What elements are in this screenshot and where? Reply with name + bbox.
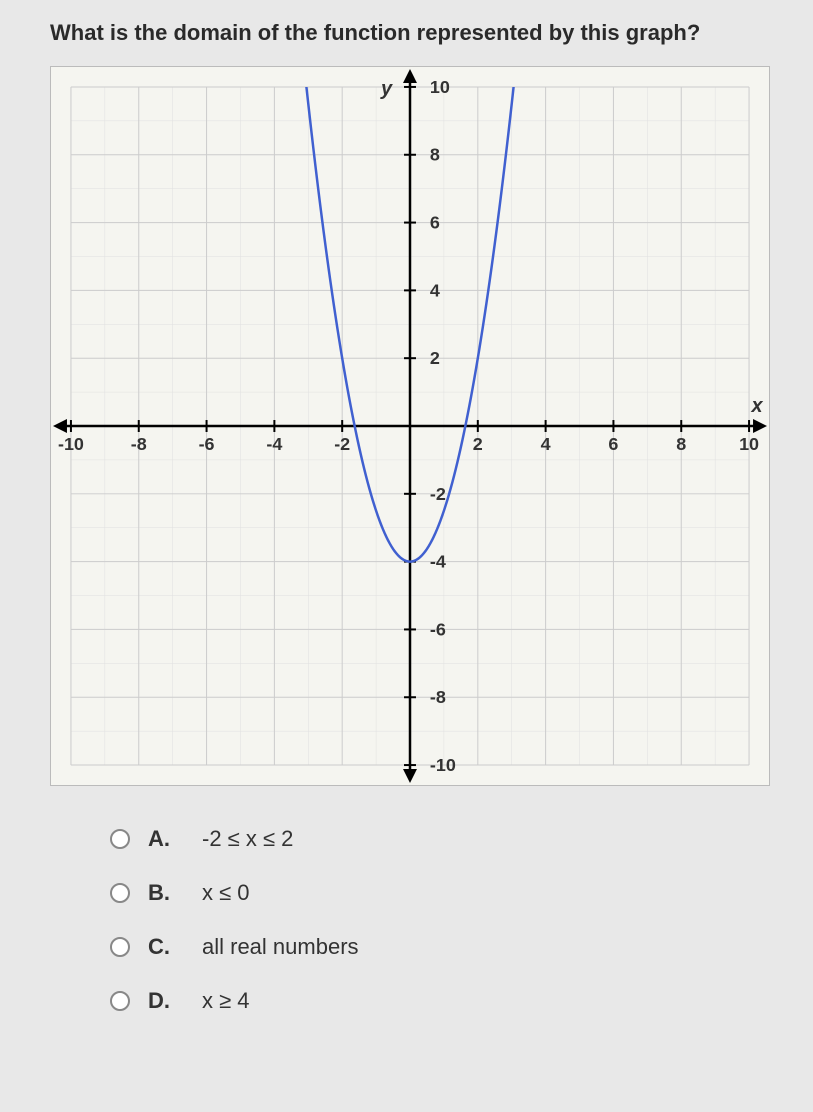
option-text: x ≥ 4 <box>202 988 250 1014</box>
radio-icon[interactable] <box>110 991 130 1011</box>
option-letter: D. <box>148 988 178 1014</box>
svg-text:2: 2 <box>430 348 440 368</box>
radio-icon[interactable] <box>110 829 130 849</box>
option-letter: B. <box>148 880 178 906</box>
svg-text:y: y <box>380 78 393 100</box>
option-b[interactable]: B. x ≤ 0 <box>110 880 783 906</box>
answer-options: A. -2 ≤ x ≤ 2 B. x ≤ 0 C. all real numbe… <box>110 826 783 1014</box>
svg-text:x: x <box>750 395 763 417</box>
option-d[interactable]: D. x ≥ 4 <box>110 988 783 1014</box>
svg-text:-8: -8 <box>131 434 147 454</box>
svg-text:-2: -2 <box>334 434 350 454</box>
svg-text:-8: -8 <box>430 687 446 707</box>
svg-text:10: 10 <box>430 77 450 97</box>
radio-icon[interactable] <box>110 883 130 903</box>
svg-text:6: 6 <box>608 434 618 454</box>
option-text: x ≤ 0 <box>202 880 250 906</box>
option-letter: A. <box>148 826 178 852</box>
svg-text:8: 8 <box>676 434 686 454</box>
option-text: -2 ≤ x ≤ 2 <box>202 826 293 852</box>
radio-icon[interactable] <box>110 937 130 957</box>
svg-text:6: 6 <box>430 213 440 233</box>
svg-text:-4: -4 <box>266 434 282 454</box>
option-letter: C. <box>148 934 178 960</box>
svg-text:-6: -6 <box>430 619 446 639</box>
svg-text:-6: -6 <box>199 434 215 454</box>
svg-text:-10: -10 <box>430 755 456 775</box>
svg-text:-2: -2 <box>430 484 446 504</box>
graph-container: -10 -8 -6 -4 -2 2 4 6 8 10 -10 -8 -6 -4 -2 2 4 6 8 10 y x <box>50 66 770 786</box>
graph-svg: -10 -8 -6 -4 -2 2 4 6 8 10 -10 -8 -6 -4 -2 2 4 6 8 10 y x <box>51 67 769 785</box>
svg-text:10: 10 <box>739 434 759 454</box>
svg-text:-4: -4 <box>430 552 446 572</box>
svg-text:8: 8 <box>430 145 440 165</box>
svg-text:4: 4 <box>541 434 551 454</box>
svg-text:2: 2 <box>473 434 483 454</box>
option-c[interactable]: C. all real numbers <box>110 934 783 960</box>
option-a[interactable]: A. -2 ≤ x ≤ 2 <box>110 826 783 852</box>
svg-text:4: 4 <box>430 280 440 300</box>
svg-text:-10: -10 <box>58 434 84 454</box>
question-text: What is the domain of the function repre… <box>30 20 783 46</box>
option-text: all real numbers <box>202 934 359 960</box>
